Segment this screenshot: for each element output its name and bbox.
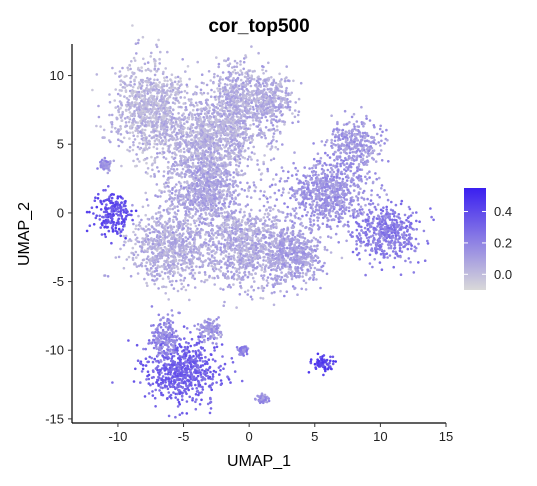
cluster-10 (145, 143, 277, 247)
x-tick-label: -5 (178, 429, 190, 444)
cluster-15 (142, 305, 189, 375)
cluster-9 (102, 195, 241, 302)
cluster-7 (337, 199, 435, 277)
data-points (85, 24, 435, 419)
cluster-3 (203, 54, 268, 164)
cluster-12 (85, 185, 138, 245)
cluster-16 (193, 316, 223, 346)
y-tick-label: -5 (52, 274, 64, 289)
colorbar-legend: 0.0 0.2 0.4 (464, 188, 512, 290)
cluster-19 (253, 392, 271, 405)
x-axis-ticks: -10 -5 0 5 10 15 (109, 423, 453, 444)
colorbar (464, 188, 486, 290)
y-tick-label: 0 (57, 205, 64, 220)
cluster-8 (163, 178, 344, 309)
y-tick-label: -10 (45, 343, 64, 358)
x-tick-label: 0 (246, 429, 253, 444)
cluster-4 (235, 45, 303, 162)
chart-title: cor_top500 (208, 16, 309, 37)
cluster-18 (235, 345, 250, 357)
y-tick-label: 5 (57, 137, 64, 152)
colorbar-tick-label: 0.0 (494, 267, 512, 282)
x-tick-label: 5 (311, 429, 318, 444)
y-tick-label: 10 (50, 68, 64, 83)
y-axis-ticks: -15 -10 -5 0 5 10 (45, 68, 72, 426)
y-tick-label: -15 (45, 411, 64, 426)
cluster-6 (262, 150, 390, 248)
x-tick-label: 10 (373, 429, 387, 444)
x-axis-title: UMAP_1 (227, 453, 291, 470)
colorbar-tick-label: 0.4 (494, 204, 512, 219)
x-tick-label: 15 (439, 429, 453, 444)
colorbar-tick-label: 0.2 (494, 235, 512, 250)
x-tick-label: -10 (109, 429, 128, 444)
colorbar-ticks: 0.0 0.2 0.4 (464, 204, 512, 282)
cluster-5 (312, 105, 390, 179)
cluster-17 (307, 352, 338, 377)
y-axis-title: UMAP_2 (16, 202, 33, 266)
cluster-11 (254, 206, 333, 298)
cluster-13 (96, 156, 112, 175)
